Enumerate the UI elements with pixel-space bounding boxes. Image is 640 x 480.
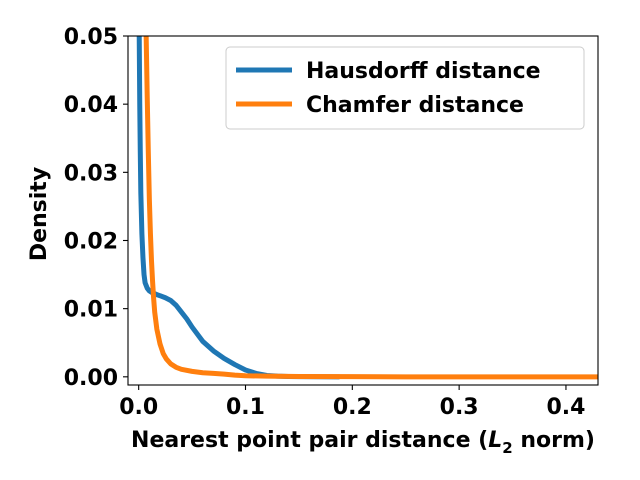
legend-label-hausdorff: Hausdorff distance [306,59,541,84]
x-axis-label: Nearest point pair distance (L2 norm) [131,428,595,457]
plot-frame [127,35,599,386]
x-tick-label: 0.4 [546,395,585,420]
y-tick-label: 0.00 [64,366,118,391]
y-axis-label: Density [27,167,52,261]
y-tick-label: 0.05 [64,25,118,50]
legend-box [225,46,585,130]
y-tick-label: 0.04 [64,93,118,118]
legend-label-chamfer: Chamfer distance [306,93,524,118]
x-axis: 0.0 0.1 0.2 0.3 0.4 [119,385,585,420]
y-tick-label: 0.01 [64,298,118,323]
series-line-1 [143,36,598,380]
y-tick-label: 0.02 [64,229,118,254]
legend: Hausdorff distance Chamfer distance [225,46,585,130]
x-tick-label: 0.1 [226,395,265,420]
y-axis: 0.00 0.01 0.02 0.03 0.04 0.05 [64,25,128,391]
x-tick-label: 0.2 [333,395,372,420]
series-layer [136,36,598,380]
x-tick-label: 0.0 [119,395,158,420]
y-tick-label: 0.03 [64,161,118,186]
x-tick-label: 0.3 [440,395,479,420]
